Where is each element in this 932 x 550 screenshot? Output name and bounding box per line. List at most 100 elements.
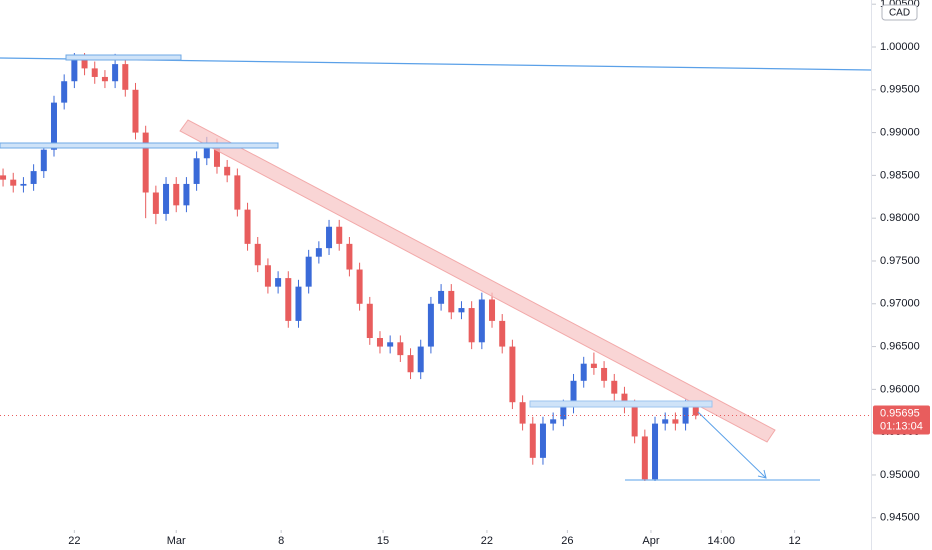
candle-body — [468, 308, 475, 343]
candle-body — [224, 166, 231, 176]
candle-body — [20, 183, 27, 186]
candle-body — [692, 406, 699, 416]
candle-body — [519, 402, 526, 424]
candle-body — [336, 226, 343, 244]
candle-body — [183, 183, 190, 206]
candle-body — [254, 243, 261, 266]
zone-box — [65, 54, 182, 61]
candle-body — [81, 59, 88, 69]
x-tick-label: 22 — [481, 535, 493, 547]
candle-body — [448, 290, 455, 313]
candle-body — [61, 81, 68, 103]
candle-body — [539, 423, 546, 458]
y-tick-label: 0.95000 — [880, 469, 920, 481]
candle-body — [438, 290, 445, 304]
y-tick-label: 0.99500 — [880, 84, 920, 96]
descending-channel — [179, 119, 776, 443]
candle-body — [142, 132, 149, 193]
candle-body — [0, 175, 7, 180]
candle-body — [315, 248, 322, 257]
countdown: 01:13:04 — [880, 420, 923, 432]
candle-body — [387, 342, 394, 347]
candle-body — [621, 393, 628, 407]
y-tick-label: 1.00000 — [880, 41, 920, 53]
projection-arrow — [697, 411, 767, 479]
x-tick-label: 22 — [68, 535, 80, 547]
candle-body — [489, 299, 496, 321]
candle-body — [631, 406, 638, 437]
candle-body — [264, 265, 271, 287]
candle-body — [244, 209, 251, 244]
candle-body — [509, 346, 516, 403]
candle-body — [397, 342, 404, 356]
y-tick-label: 0.96500 — [880, 340, 920, 352]
candle-body — [611, 380, 618, 394]
x-tick-label: 15 — [377, 535, 389, 547]
candle-body — [152, 192, 159, 214]
candle-body — [458, 308, 465, 313]
candle-body — [101, 76, 108, 82]
candle-body — [50, 102, 57, 150]
candle-body — [427, 303, 434, 347]
zone-box — [529, 400, 713, 408]
zone-box — [0, 142, 279, 149]
candle-body — [112, 64, 119, 82]
candle-body — [672, 419, 679, 424]
y-tick-label: 0.97500 — [880, 255, 920, 267]
candle-body — [682, 406, 689, 424]
x-tick-label: 26 — [561, 535, 573, 547]
candle-body — [40, 149, 47, 172]
candle-body — [580, 363, 587, 381]
candle-body — [132, 89, 139, 133]
candle-body — [326, 226, 333, 249]
candle-body — [346, 243, 353, 270]
candle-body — [499, 320, 506, 347]
candle-body — [550, 419, 557, 424]
candle-body — [407, 355, 414, 373]
y-tick-label: 0.96000 — [880, 383, 920, 395]
arrow-head — [757, 469, 767, 479]
x-tick-label: 12 — [788, 535, 800, 547]
y-tick-label: 0.94500 — [880, 512, 920, 524]
candle-body — [30, 171, 37, 184]
candle-body — [213, 145, 220, 167]
drawings — [0, 54, 872, 481]
x-tick-label: Apr — [642, 535, 659, 547]
candle-body — [122, 64, 129, 90]
candle-body — [560, 406, 567, 420]
candle-body — [71, 59, 78, 82]
y-tick-label: 0.98500 — [880, 169, 920, 181]
candle-body — [10, 179, 17, 186]
candle-body — [234, 175, 241, 210]
candle-body — [173, 183, 180, 206]
candle-body — [417, 346, 424, 373]
candle-body — [295, 286, 302, 321]
candle-body — [478, 299, 485, 343]
candle-body — [91, 68, 98, 77]
candle-body — [366, 303, 373, 339]
candle-body — [285, 278, 292, 321]
currency-badge — [881, 4, 918, 21]
candle-body — [570, 380, 577, 407]
currency-label: CAD — [889, 8, 910, 19]
candle-body — [305, 256, 312, 287]
x-tick-label: 8 — [278, 535, 284, 547]
x-tick-label: Mar — [167, 535, 186, 547]
x-tick-label: 14:00 — [707, 535, 735, 547]
y-tick-label: 0.97000 — [880, 298, 920, 310]
candle-body — [275, 278, 282, 287]
candle-body — [376, 338, 383, 347]
candle-body — [601, 367, 608, 381]
candle-body — [652, 423, 659, 480]
candle-body — [641, 436, 648, 480]
candle-body — [356, 269, 363, 304]
candle-body — [662, 419, 669, 424]
candle-body — [193, 158, 200, 184]
last-price-box — [873, 405, 930, 435]
last-price-label: 0.95695 — [880, 407, 920, 419]
y-tick-label: 0.99000 — [880, 126, 920, 138]
candle-body — [203, 145, 210, 159]
candle-body — [590, 363, 597, 368]
y-tick-label: 0.98000 — [880, 212, 920, 224]
